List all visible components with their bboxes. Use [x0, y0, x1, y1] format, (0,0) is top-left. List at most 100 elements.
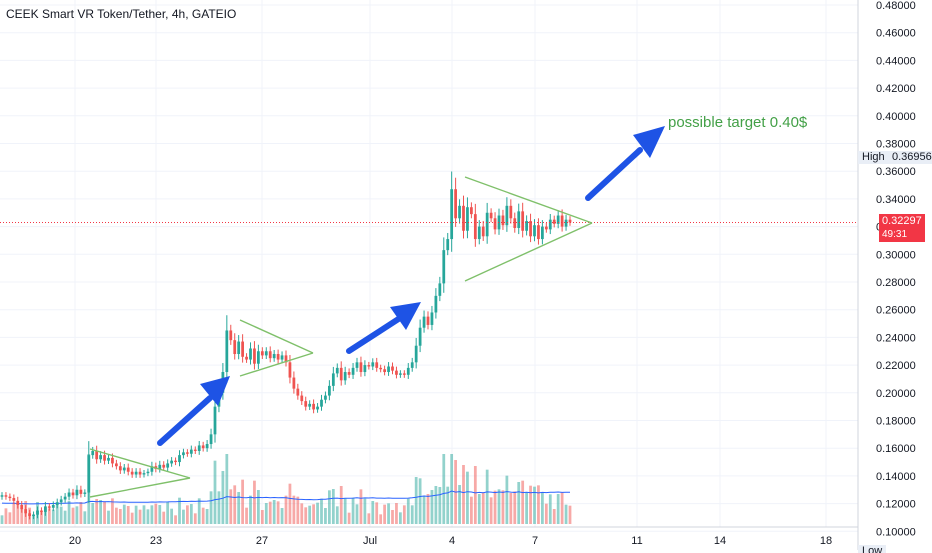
candle-body [24, 509, 28, 514]
candle-body [517, 211, 521, 228]
candle-body [418, 327, 422, 346]
volume-bar [300, 503, 304, 524]
candle-body [233, 340, 237, 355]
volume-bar [493, 490, 497, 524]
candle-body [324, 395, 327, 400]
volume-bar [59, 506, 63, 524]
volume-bar [375, 502, 379, 524]
time-tick-label: 14 [714, 535, 726, 547]
volume-bar [304, 507, 308, 524]
candle-body [477, 226, 481, 240]
candle-body [178, 455, 181, 463]
high-value: 0.36956 [888, 151, 932, 164]
candle-body [264, 351, 268, 356]
volume-bar [264, 503, 268, 524]
candle-body [308, 403, 312, 407]
volume-bar [434, 486, 438, 524]
arrow-1 [157, 376, 230, 446]
volume-bar [320, 498, 323, 524]
time-tick-label: 7 [532, 535, 538, 547]
volume-bar [485, 469, 489, 524]
volume-bar [237, 492, 241, 524]
candle-body [0, 495, 4, 497]
volume-bar [442, 454, 446, 524]
candle-body [134, 471, 138, 475]
candle-body [209, 434, 213, 445]
volume-bar [111, 498, 114, 524]
price-axis[interactable]: 0.48000 0.46000 0.44000 0.42000 0.40000 0.380… [876, 0, 916, 538]
candle-body [406, 367, 410, 375]
candle-body [174, 460, 177, 463]
candle-body [371, 362, 375, 367]
volume-bar [268, 501, 272, 524]
candle-body [40, 510, 43, 512]
volume-bar [363, 498, 367, 524]
candle-body [339, 367, 343, 381]
volume-bar [189, 504, 193, 524]
volume-bar [51, 509, 55, 524]
candle-body [59, 499, 63, 503]
volume-bar [533, 486, 536, 524]
candle-body [67, 492, 71, 497]
volume-moving-average-line [1, 490, 571, 505]
volume-bar [170, 508, 173, 524]
price-tick-label: 0.24000 [876, 332, 916, 344]
time-axis[interactable]: 20 23 27 Jul 4 7 11 14 18 [69, 535, 832, 547]
candle-body [399, 373, 402, 375]
volume-bar [351, 497, 355, 524]
candle-body [320, 399, 323, 407]
time-tick-label: Jul [363, 535, 377, 547]
volume-bar [316, 502, 319, 524]
volume-bar [245, 507, 248, 524]
volume-bar [402, 505, 406, 524]
candle-body [312, 403, 315, 410]
volume-bar [343, 498, 347, 524]
candle-body [91, 450, 95, 456]
candle-body [126, 467, 130, 472]
candle-body [193, 449, 197, 451]
volume-bar [115, 507, 118, 524]
candle-body [489, 212, 493, 219]
candle-body [257, 351, 260, 364]
volume-bar [107, 510, 110, 524]
candle-body [395, 370, 398, 375]
volume-bar [568, 505, 572, 524]
candle-body [158, 464, 162, 469]
candle-body [32, 514, 35, 517]
volume-bar [560, 492, 564, 524]
volume-bar [126, 506, 130, 524]
volume-bar [32, 514, 35, 524]
price-tick-label: 0.12000 [876, 499, 916, 511]
candle-body [296, 388, 300, 396]
volume-bar [178, 497, 181, 524]
volume-bar [466, 471, 469, 524]
volume-bar [260, 510, 264, 524]
candle-body [28, 513, 31, 517]
volume-bar [186, 505, 189, 524]
last-price-badge: 0.32297 49:31 [879, 214, 925, 242]
candle-body [470, 207, 473, 215]
candle-body [71, 492, 75, 496]
candle-body [36, 510, 39, 515]
volume-bar [122, 504, 126, 524]
volume-bar [229, 489, 233, 524]
volume-bar [537, 485, 540, 524]
volume-bar [182, 509, 185, 524]
candle-body [197, 445, 201, 451]
candle-body [115, 463, 118, 467]
candle-body [438, 283, 442, 296]
candle-body [63, 496, 67, 500]
volume-bar [399, 512, 402, 524]
candle-body [316, 406, 319, 410]
candle-body [442, 250, 446, 284]
candle-body [150, 466, 154, 472]
volume-bar [67, 501, 71, 524]
volume-bar [308, 505, 312, 524]
candle-body [548, 219, 552, 230]
candle-body [8, 496, 12, 499]
candle-body [391, 366, 394, 371]
volume-bar [548, 494, 552, 524]
volume-bar [312, 504, 315, 524]
candle-body [521, 211, 525, 231]
